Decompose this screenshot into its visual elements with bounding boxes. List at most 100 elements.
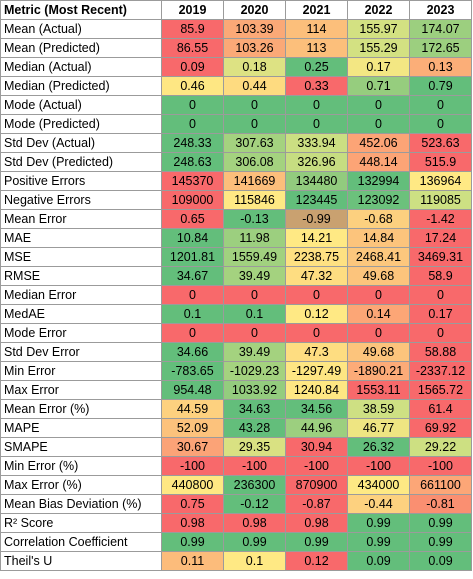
value-cell-2022: 434000 xyxy=(347,475,410,495)
table-row: Mean (Predicted) 86.55 103.26 113 155.29 172.… xyxy=(0,38,472,58)
table-row: Mean Error 0.65 -0.13 -0.99 -0.68 -1.42 xyxy=(0,209,472,229)
value-cell-2022: 0 xyxy=(347,323,410,343)
value-cell-2023: 0.99 xyxy=(409,513,472,533)
metric-label: Theil's U xyxy=(0,551,162,571)
value-cell-2019: -783.65 xyxy=(161,361,224,381)
value-cell-2023: 29.22 xyxy=(409,437,472,457)
value-cell-2020: -1029.23 xyxy=(223,361,286,381)
value-cell-2019: 0.1 xyxy=(161,304,224,324)
value-cell-2021: 113 xyxy=(285,38,348,58)
value-cell-2022: 0.14 xyxy=(347,304,410,324)
value-cell-2023: 0 xyxy=(409,95,472,115)
value-cell-2022: 46.77 xyxy=(347,418,410,438)
value-cell-2021: 0.99 xyxy=(285,532,348,552)
value-cell-2023: 119085 xyxy=(409,190,472,210)
table-row: Mean Bias Deviation (%) 0.75 -0.12 -0.87 -0.… xyxy=(0,494,472,514)
value-cell-2019: 0.09 xyxy=(161,57,224,77)
value-cell-2022: 0.99 xyxy=(347,532,410,552)
value-cell-2019: 440800 xyxy=(161,475,224,495)
value-cell-2023: 0 xyxy=(409,285,472,305)
value-cell-2021: -0.99 xyxy=(285,209,348,229)
value-cell-2023: 58.88 xyxy=(409,342,472,362)
metric-label: Mean (Predicted) xyxy=(0,38,162,58)
value-cell-2020: 0 xyxy=(223,95,286,115)
value-cell-2020: 0.1 xyxy=(223,304,286,324)
value-cell-2019: 34.66 xyxy=(161,342,224,362)
value-cell-2020: 0 xyxy=(223,114,286,134)
value-cell-2020: 39.49 xyxy=(223,266,286,286)
table-row: Positive Errors 145370 141669 134480 132994 1… xyxy=(0,171,472,191)
metric-label: Positive Errors xyxy=(0,171,162,191)
value-cell-2023: -100 xyxy=(409,456,472,476)
value-cell-2019: 109000 xyxy=(161,190,224,210)
metric-label: MedAE xyxy=(0,304,162,324)
value-cell-2020: 236300 xyxy=(223,475,286,495)
table-row: Theil's U 0.11 0.1 0.12 0.09 0.09 xyxy=(0,551,472,571)
metric-label: Std Dev (Actual) xyxy=(0,133,162,153)
value-cell-2019: 86.55 xyxy=(161,38,224,58)
table-row: Mean (Actual) 85.9 103.39 114 155.97 174.07 xyxy=(0,19,472,39)
value-cell-2021: 0.33 xyxy=(285,76,348,96)
value-cell-2022: -0.44 xyxy=(347,494,410,514)
value-cell-2020: 43.28 xyxy=(223,418,286,438)
metric-label: Std Dev (Predicted) xyxy=(0,152,162,172)
value-cell-2021: 0 xyxy=(285,285,348,305)
value-cell-2023: 61.4 xyxy=(409,399,472,419)
value-cell-2020: 0.44 xyxy=(223,76,286,96)
value-cell-2023: 0 xyxy=(409,114,472,134)
value-cell-2021: 2238.75 xyxy=(285,247,348,267)
value-cell-2022: 132994 xyxy=(347,171,410,191)
metric-label: Median (Actual) xyxy=(0,57,162,77)
value-cell-2023: 3469.31 xyxy=(409,247,472,267)
value-cell-2019: 954.48 xyxy=(161,380,224,400)
metric-label: Std Dev Error xyxy=(0,342,162,362)
value-cell-2020: -100 xyxy=(223,456,286,476)
table-row: Mean Error (%) 44.59 34.63 34.56 38.59 61.4 xyxy=(0,399,472,419)
value-cell-2022: 155.97 xyxy=(347,19,410,39)
value-cell-2020: 0.98 xyxy=(223,513,286,533)
value-cell-2022: 155.29 xyxy=(347,38,410,58)
value-cell-2022: 0.99 xyxy=(347,513,410,533)
value-cell-2020: 0 xyxy=(223,323,286,343)
table-row: Std Dev (Actual) 248.33 307.63 333.94 452.06… xyxy=(0,133,472,153)
header-metric: Metric (Most Recent) xyxy=(0,0,162,20)
value-cell-2021: 34.56 xyxy=(285,399,348,419)
value-cell-2023: -2337.12 xyxy=(409,361,472,381)
value-cell-2021: 1240.84 xyxy=(285,380,348,400)
value-cell-2019: 0 xyxy=(161,285,224,305)
metric-label: SMAPE xyxy=(0,437,162,457)
value-cell-2020: 141669 xyxy=(223,171,286,191)
table-row: MedAE 0.1 0.1 0.12 0.14 0.17 xyxy=(0,304,472,324)
table-row: MAPE 52.09 43.28 44.96 46.77 69.92 xyxy=(0,418,472,438)
value-cell-2023: 0.17 xyxy=(409,304,472,324)
table-row: Negative Errors 109000 115846 123445 123092 1… xyxy=(0,190,472,210)
metric-label: Mode (Actual) xyxy=(0,95,162,115)
value-cell-2023: -1.42 xyxy=(409,209,472,229)
value-cell-2021: 333.94 xyxy=(285,133,348,153)
metric-label: Min Error xyxy=(0,361,162,381)
value-cell-2022: 0.17 xyxy=(347,57,410,77)
metric-label: Median Error xyxy=(0,285,162,305)
metric-label: MAPE xyxy=(0,418,162,438)
value-cell-2019: 52.09 xyxy=(161,418,224,438)
value-cell-2020: 11.98 xyxy=(223,228,286,248)
table-row: Min Error (%) -100 -100 -100 -100 -100 xyxy=(0,456,472,476)
value-cell-2023: 172.65 xyxy=(409,38,472,58)
table-row: Std Dev Error 34.66 39.49 47.3 49.68 58.88 xyxy=(0,342,472,362)
metric-label: Median (Predicted) xyxy=(0,76,162,96)
value-cell-2021: 0.25 xyxy=(285,57,348,77)
value-cell-2020: 1033.92 xyxy=(223,380,286,400)
table-row: MSE 1201.81 1559.49 2238.75 2468.41 3469.31 xyxy=(0,247,472,267)
value-cell-2019: 0.46 xyxy=(161,76,224,96)
metric-label: Mean Error (%) xyxy=(0,399,162,419)
value-cell-2020: 29.35 xyxy=(223,437,286,457)
table-row: Max Error 954.48 1033.92 1240.84 1553.11 1565… xyxy=(0,380,472,400)
value-cell-2019: 10.84 xyxy=(161,228,224,248)
value-cell-2019: 85.9 xyxy=(161,19,224,39)
value-cell-2022: 1553.11 xyxy=(347,380,410,400)
value-cell-2019: 248.33 xyxy=(161,133,224,153)
value-cell-2022: 0.71 xyxy=(347,76,410,96)
value-cell-2022: 49.68 xyxy=(347,342,410,362)
value-cell-2021: 134480 xyxy=(285,171,348,191)
